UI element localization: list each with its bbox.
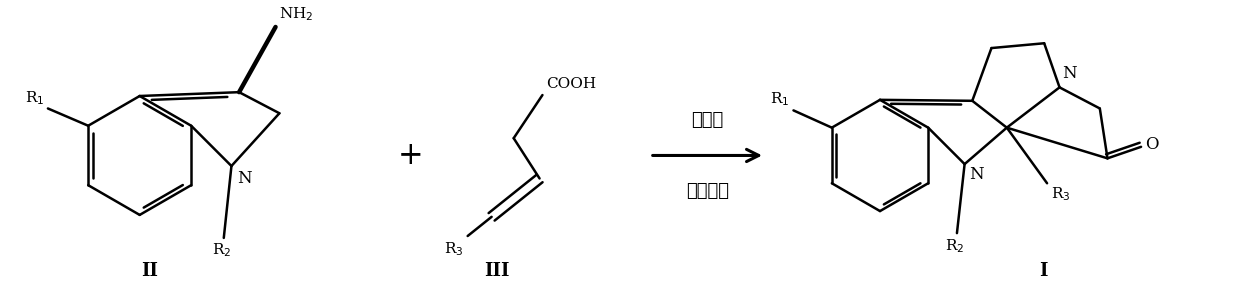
Text: R$_2$: R$_2$ — [212, 242, 232, 260]
Text: NH$_2$: NH$_2$ — [279, 5, 314, 23]
Text: I: I — [1039, 262, 1048, 280]
Text: R$_3$: R$_3$ — [1052, 185, 1070, 203]
Text: N: N — [970, 166, 985, 183]
Text: III: III — [484, 262, 510, 280]
Text: R$_1$: R$_1$ — [25, 89, 45, 107]
Text: COOH: COOH — [547, 77, 596, 91]
Text: O: O — [1145, 136, 1158, 154]
Text: R$_2$: R$_2$ — [945, 237, 965, 255]
Text: R$_1$: R$_1$ — [770, 91, 790, 109]
Text: II: II — [141, 262, 157, 280]
Text: 催化剂: 催化剂 — [691, 111, 723, 129]
Text: +: + — [397, 140, 423, 171]
Text: R$_3$: R$_3$ — [444, 240, 464, 257]
Text: 离子液体: 离子液体 — [686, 182, 729, 200]
Text: N: N — [1063, 65, 1078, 81]
Text: N: N — [237, 170, 252, 187]
